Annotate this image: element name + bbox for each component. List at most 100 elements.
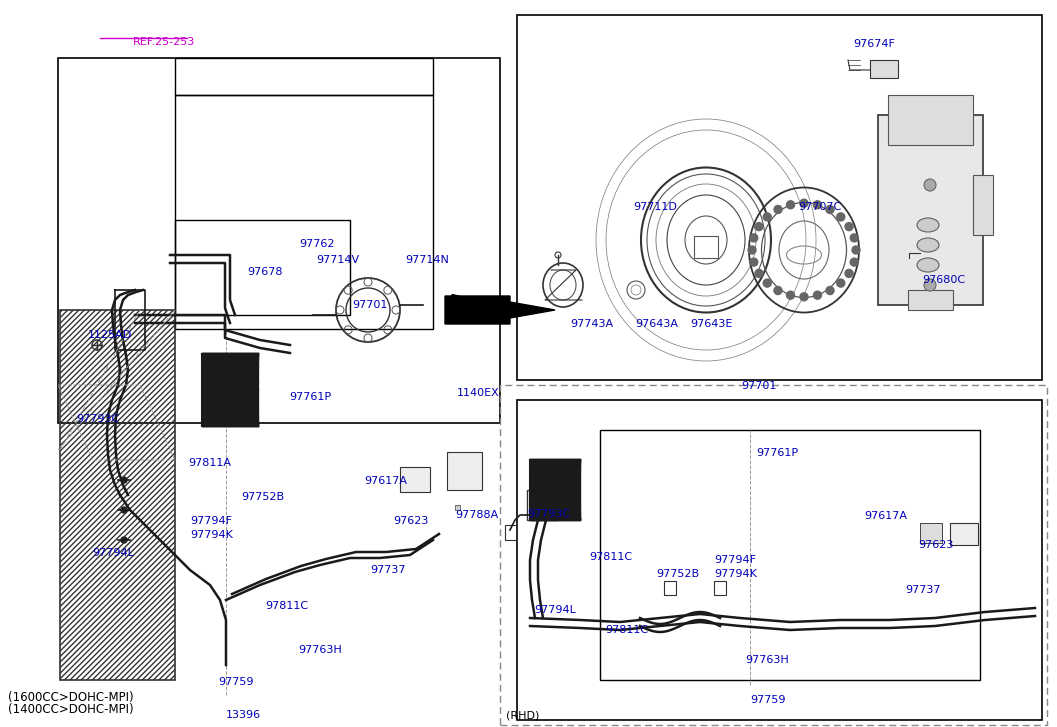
Bar (517, 400, 1042, 720)
Ellipse shape (917, 258, 939, 272)
Text: 97794K: 97794K (190, 530, 233, 540)
Bar (900, 250, 917, 270)
Bar (500, 385, 1047, 725)
Text: (1600CC>DOHC-MPI): (1600CC>DOHC-MPI) (8, 691, 133, 704)
Text: 1140EX: 1140EX (457, 388, 500, 398)
Text: 97643E: 97643E (690, 319, 733, 329)
Text: 97623: 97623 (393, 516, 428, 526)
Text: 97737: 97737 (905, 585, 941, 595)
Text: 97678: 97678 (247, 267, 282, 277)
Text: 97617A: 97617A (864, 511, 907, 521)
Text: 97761P: 97761P (756, 448, 798, 458)
Text: 97794L: 97794L (92, 548, 134, 558)
Text: (1400CC>DOHC-MPI): (1400CC>DOHC-MPI) (8, 704, 133, 717)
Circle shape (826, 206, 834, 214)
Text: 97737: 97737 (370, 565, 406, 575)
Circle shape (845, 270, 853, 278)
Text: 97707C: 97707C (798, 202, 841, 212)
Circle shape (845, 222, 853, 230)
Bar (713, 581, 726, 595)
Ellipse shape (917, 238, 939, 252)
Text: 97643A: 97643A (635, 319, 678, 329)
Bar (175, 95, 433, 329)
Text: 97759: 97759 (218, 677, 254, 687)
Bar (175, 220, 350, 315)
Bar (447, 452, 482, 490)
Circle shape (814, 292, 821, 300)
Circle shape (837, 279, 845, 287)
Bar (950, 523, 978, 545)
Circle shape (755, 222, 763, 230)
Bar (58, 58, 500, 423)
Circle shape (763, 279, 772, 287)
Bar (505, 525, 517, 540)
Bar (517, 15, 1042, 380)
Circle shape (837, 213, 845, 221)
Polygon shape (445, 296, 555, 324)
Circle shape (120, 507, 127, 513)
Circle shape (749, 258, 758, 266)
Text: 97793C: 97793C (527, 509, 570, 519)
Circle shape (826, 286, 834, 294)
Text: REF.25-253: REF.25-253 (133, 37, 196, 47)
Text: 97794L: 97794L (534, 605, 576, 615)
Bar (870, 60, 898, 78)
Text: 97701: 97701 (741, 381, 777, 391)
Bar (878, 115, 983, 305)
Bar (908, 290, 953, 310)
Circle shape (786, 292, 795, 300)
Bar (694, 236, 718, 258)
Text: 97788A: 97788A (455, 510, 498, 520)
Bar (888, 95, 973, 145)
Circle shape (786, 201, 795, 209)
Text: 97714V: 97714V (316, 255, 359, 265)
Circle shape (763, 213, 772, 221)
Bar (973, 175, 993, 235)
Text: 97811A: 97811A (188, 458, 231, 468)
Circle shape (814, 201, 821, 209)
Bar (664, 581, 676, 595)
Text: 1125AD: 1125AD (88, 330, 132, 340)
Text: (RHD): (RHD) (506, 710, 539, 720)
Circle shape (924, 279, 937, 291)
Circle shape (748, 246, 756, 254)
Bar (400, 467, 430, 492)
Circle shape (924, 179, 937, 191)
Circle shape (749, 234, 758, 242)
Text: 97811C: 97811C (605, 625, 648, 635)
Text: 97617A: 97617A (364, 476, 407, 486)
Text: 97752B: 97752B (656, 569, 699, 579)
Text: 97743A: 97743A (570, 319, 613, 329)
Text: 97711D: 97711D (633, 202, 676, 212)
Bar (60, 310, 175, 680)
Text: 97623: 97623 (917, 540, 953, 550)
Circle shape (755, 270, 763, 278)
Text: 97763H: 97763H (298, 645, 341, 655)
Circle shape (774, 286, 782, 294)
Text: 97793C: 97793C (76, 414, 119, 424)
Text: 97752B: 97752B (241, 492, 284, 502)
Text: 97762: 97762 (299, 239, 334, 249)
Text: 97794F: 97794F (190, 516, 231, 526)
Circle shape (852, 246, 860, 254)
Text: 97794F: 97794F (713, 555, 756, 565)
Circle shape (120, 477, 127, 483)
Bar (527, 490, 557, 520)
Text: 97759: 97759 (750, 695, 785, 705)
Text: 97761P: 97761P (289, 392, 331, 402)
Text: 97794K: 97794K (713, 569, 757, 579)
Bar (600, 430, 980, 680)
Text: 97674F: 97674F (853, 39, 895, 49)
Circle shape (120, 537, 127, 543)
Circle shape (850, 234, 858, 242)
Text: 97811C: 97811C (589, 552, 632, 562)
Circle shape (800, 293, 808, 301)
Text: 97714N: 97714N (405, 255, 449, 265)
Bar (175, 58, 433, 95)
Text: 13396: 13396 (226, 710, 261, 720)
Text: 97763H: 97763H (745, 655, 789, 665)
Bar (920, 523, 942, 543)
Text: 97701: 97701 (352, 300, 387, 310)
Circle shape (774, 206, 782, 214)
Ellipse shape (917, 218, 939, 232)
